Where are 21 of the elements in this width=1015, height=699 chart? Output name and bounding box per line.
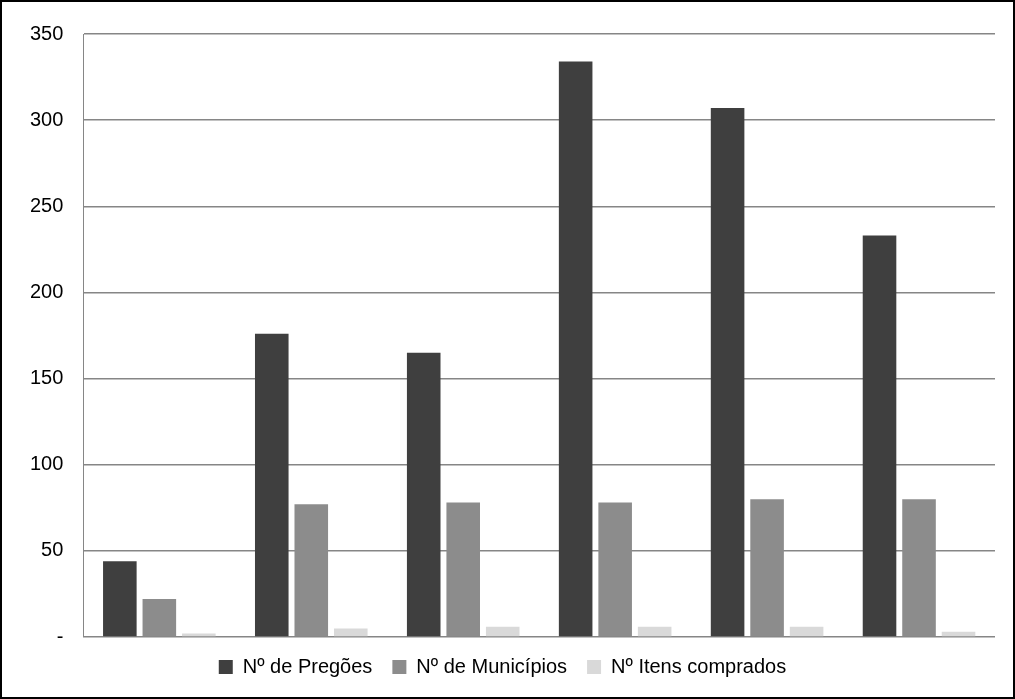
y-tick-label: 200 xyxy=(29,279,64,302)
y-tick-label: 350 xyxy=(29,21,64,44)
bar xyxy=(789,626,824,637)
bar xyxy=(254,333,289,637)
bar xyxy=(103,561,137,637)
bar xyxy=(637,626,672,637)
bar xyxy=(485,626,520,637)
bar xyxy=(406,352,441,637)
y-tick-label: 50 xyxy=(41,538,64,561)
legend-label: Nº de Pregões xyxy=(242,654,373,677)
y-tick-label: 250 xyxy=(29,193,64,216)
legend-label: Nº de Municípios xyxy=(416,654,568,677)
bar xyxy=(862,235,897,637)
bar xyxy=(710,108,745,637)
y-tick-label: 100 xyxy=(29,452,64,475)
bar xyxy=(558,61,593,637)
y-tick-label: 150 xyxy=(29,366,64,389)
legend-label: Nº Itens comprados xyxy=(611,654,787,677)
y-tick-label: - xyxy=(56,624,64,647)
bar xyxy=(333,628,368,637)
y-tick-label: 300 xyxy=(29,107,64,130)
